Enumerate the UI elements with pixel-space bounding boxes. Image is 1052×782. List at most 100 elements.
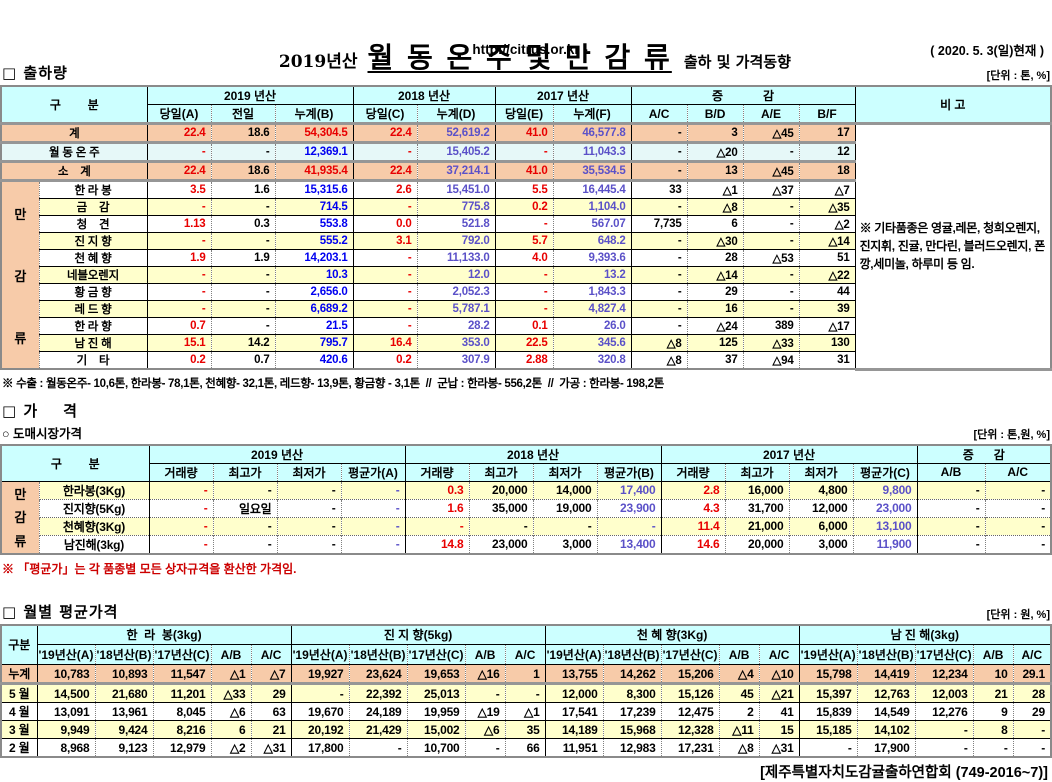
data-cell: 14,549	[856, 702, 916, 721]
shipment-row: 진 지 향 - -555.2 3.1 792.0 5.7 648.2- △30- △14	[1, 232, 1051, 250]
data-cell: -	[352, 142, 418, 162]
data-cell: -	[972, 738, 1014, 757]
data-cell: △4	[718, 664, 760, 685]
data-cell: -	[276, 534, 342, 554]
mh-ab-4: A/B	[972, 644, 1014, 665]
data-cell: 15,968	[602, 720, 662, 739]
data-cell: 10.3	[274, 266, 354, 284]
col-group-change: 증 감	[630, 85, 856, 105]
data-cell: -	[212, 516, 278, 535]
data-cell: 7,735	[630, 215, 688, 233]
data-cell: 41.0	[494, 122, 554, 144]
data-cell: 21,429	[348, 720, 408, 739]
data-cell: 10	[972, 664, 1014, 685]
data-cell: 14,102	[856, 720, 916, 739]
data-cell: △24	[686, 317, 744, 335]
data-cell: △37	[742, 180, 800, 199]
data-cell: △35	[798, 198, 856, 216]
data-cell: 19,927	[290, 664, 350, 685]
data-cell: -	[210, 317, 276, 335]
row-label: 계	[1, 122, 148, 144]
data-cell: 19,653	[406, 664, 466, 685]
data-cell: △14	[686, 266, 744, 284]
data-cell: -	[340, 480, 406, 499]
data-cell: 8,216	[152, 720, 211, 739]
data-cell: △6	[464, 720, 506, 739]
data-cell: 0.2	[494, 198, 554, 216]
data-cell: △31	[250, 738, 292, 757]
mh-19a-2: '19년산(A)	[290, 644, 350, 665]
data-cell: 28	[1012, 683, 1051, 703]
col-group-2017: 2017 년산	[494, 85, 632, 105]
data-cell: -	[1012, 720, 1051, 739]
data-cell: -	[914, 720, 974, 739]
data-cell: 29	[250, 683, 292, 703]
as-of-date: ( 2020. 5. 3(일)현재 )	[930, 44, 1044, 58]
data-cell: △2	[798, 215, 856, 233]
data-cell: 14.6	[660, 534, 726, 554]
data-cell: 0.3	[404, 480, 470, 499]
data-cell: 17,400	[596, 480, 662, 499]
monthly-row: 누계 10,783 10,893 11,547 △1 △7 19,927 23,624 19,6…	[1, 664, 1051, 685]
data-cell: 795.7	[274, 334, 354, 352]
mh-18b-4: '18년산(B)	[856, 644, 916, 665]
price-col-header-gubun: 구 분	[1, 444, 150, 482]
data-cell: 5,787.1	[416, 300, 496, 318]
data-cell: -	[742, 232, 800, 250]
data-cell: △33	[742, 334, 800, 352]
data-cell: 13,100	[852, 516, 918, 535]
monthly-row: 5 월 14,500 21,680 11,201 △33 29-22,392 25,013-…	[1, 683, 1051, 703]
data-cell: △33	[210, 683, 251, 703]
data-cell: △8	[630, 351, 688, 369]
data-cell: -	[494, 142, 554, 162]
data-cell: 15,126	[660, 683, 720, 703]
data-cell: -	[276, 498, 342, 517]
monthly-group-jinjihyang: 진 지 향(5kg)	[290, 624, 546, 645]
data-cell: -	[596, 516, 662, 535]
price-row: 천혜향(3Kg) - - - - - - - -11.4 21,000 6,000 13,100- -	[1, 516, 1051, 535]
data-cell: -	[630, 122, 688, 144]
data-cell: 17	[798, 122, 856, 144]
data-cell: 46,577.8	[552, 122, 632, 144]
data-cell: 12	[798, 142, 856, 162]
shipment-row: 천 혜 향 1.9 1.9 14,203.1-11,133.0 4.0 9,393.6-2…	[1, 249, 1051, 267]
data-cell: 11,547	[152, 664, 211, 685]
data-cell: 13,961	[94, 702, 153, 721]
data-cell: -	[340, 516, 406, 535]
data-cell: -	[630, 142, 688, 162]
data-cell: △19	[464, 702, 506, 721]
data-cell: -	[352, 266, 418, 284]
data-cell: 9	[972, 702, 1014, 721]
col-header-low-18: 최저가	[532, 462, 598, 482]
data-cell: △16	[464, 664, 506, 685]
monthly-col-header-gubun: 구분	[1, 624, 37, 665]
price-col-group-2017: 2017 년산	[660, 444, 918, 464]
data-cell: -	[146, 266, 212, 284]
shipment-table-body: 계 22.4 18.6 54,304.5 22.4 52,619.2 41.0 46,577.…	[1, 122, 1051, 371]
wholesale-label: ○ 도매시장가격	[2, 426, 83, 441]
col-header-gubun: 구 분	[1, 85, 148, 124]
data-cell: -	[464, 738, 506, 757]
col-header-avg-c: 평균가(C)	[852, 462, 918, 482]
data-cell: 29	[686, 283, 744, 301]
data-cell: -	[210, 142, 276, 162]
data-cell: 19,000	[532, 498, 598, 517]
mh-18b-2: '18년산(B)	[348, 644, 408, 665]
data-cell: 5.5	[494, 180, 554, 199]
data-cell: 13.2	[552, 266, 632, 284]
data-cell: △11	[718, 720, 760, 739]
data-cell: 12,000	[544, 683, 604, 703]
monthly-unit-label: [단위 : 원, %]	[986, 608, 1050, 621]
data-cell: △8	[630, 334, 688, 352]
price-header-sub-row: 거래량 최고가 최저가 평균가(A) 거래량 최고가 최저가 평균가(B) 거래…	[1, 462, 1051, 482]
data-cell: 23,900	[596, 498, 662, 517]
shipment-row: 월 동 온 주 - -12,369.1-15,405.2-11,043.3- △20-…	[1, 142, 1051, 162]
mh-17c-1: '17년산(C)	[152, 644, 211, 665]
avg-price-footnote: ※ 「평균가」는 각 품종별 모든 상자규격을 환산한 가격임.	[2, 561, 297, 576]
data-cell: 52,619.2	[416, 122, 496, 144]
data-cell: 567.07	[552, 215, 632, 233]
data-cell: 9,800	[852, 480, 918, 499]
data-cell: -	[532, 516, 598, 535]
data-cell: -	[348, 738, 408, 757]
